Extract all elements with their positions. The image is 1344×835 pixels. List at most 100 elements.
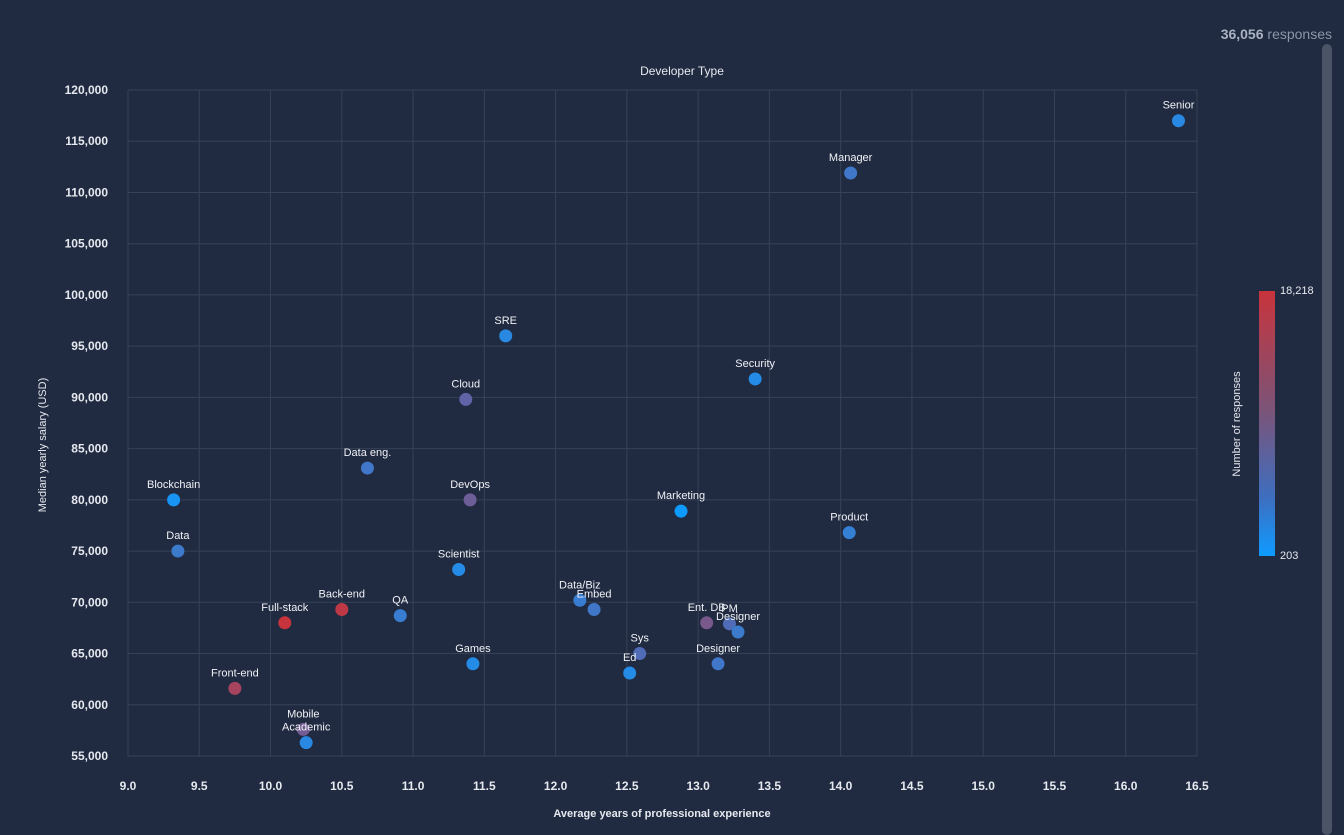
data-label: SRE — [494, 315, 517, 327]
data-point[interactable] — [842, 526, 856, 540]
y-tick-label: 115,000 — [65, 134, 108, 148]
data-label: Sys — [631, 633, 650, 645]
y-tick-label: 90,000 — [71, 390, 108, 404]
x-tick-label: 14.0 — [829, 779, 853, 793]
data-label: Front-end — [211, 667, 259, 679]
data-label: Cloud — [451, 378, 480, 390]
data-label: Marketing — [657, 490, 705, 502]
data-point[interactable] — [171, 544, 185, 558]
x-tick-label: 11.5 — [473, 779, 496, 793]
x-tick-label: 14.5 — [900, 779, 924, 793]
scrollbar[interactable] — [1322, 44, 1332, 835]
data-label: Ed — [623, 652, 636, 664]
data-label: Back-end — [319, 588, 365, 600]
x-tick-label: 10.5 — [330, 779, 354, 793]
data-label: Full-stack — [261, 602, 309, 614]
data-label: Data — [166, 530, 190, 542]
x-tick-label: 15.5 — [1043, 779, 1067, 793]
response-count-value: 36,056 — [1220, 26, 1264, 42]
y-tick-label: 120,000 — [65, 83, 109, 97]
data-points — [167, 114, 1185, 750]
data-label: Games — [455, 643, 491, 655]
y-axis-label: Median yearly salary (USD) — [37, 378, 49, 512]
data-point[interactable] — [499, 329, 513, 343]
data-point[interactable] — [167, 493, 181, 507]
data-label: Designer — [696, 643, 740, 655]
data-point[interactable] — [463, 493, 477, 507]
data-label: Data eng. — [344, 447, 392, 459]
x-tick-labels: 9.0 9.5 10.0 10.5 11.0 11.5 12.0 12.5 13.0 13.5 14… — [120, 779, 1209, 793]
legend-title: Number of responses — [1231, 371, 1243, 477]
x-tick-label: 16.0 — [1114, 779, 1138, 793]
x-tick-label: 12.0 — [544, 779, 568, 793]
x-tick-label: 15.0 — [972, 779, 996, 793]
legend-max-label: 18,218 — [1280, 285, 1314, 297]
data-label: PM — [721, 603, 738, 615]
y-tick-label: 80,000 — [71, 493, 108, 507]
y-tick-label: 85,000 — [71, 442, 108, 456]
data-point[interactable] — [722, 617, 736, 631]
data-label: Ent. DB — [688, 602, 726, 614]
data-point[interactable] — [674, 504, 688, 518]
data-label: Academic — [282, 722, 331, 734]
data-point[interactable] — [731, 625, 745, 639]
data-label: Manager — [829, 152, 873, 164]
data-point[interactable] — [1171, 114, 1185, 128]
data-point[interactable] — [587, 602, 601, 616]
x-tick-label: 10.0 — [259, 779, 283, 793]
data-label: Blockchain — [147, 479, 200, 491]
x-tick-label: 9.5 — [191, 779, 208, 793]
data-point[interactable] — [748, 372, 762, 386]
y-tick-label: 100,000 — [65, 288, 109, 302]
legend-min-label: 203 — [1280, 550, 1299, 562]
data-label: Product — [830, 512, 868, 524]
grid-lines — [127, 89, 1198, 757]
data-point[interactable] — [700, 616, 714, 630]
response-count: 36,056 responses — [1221, 26, 1332, 42]
data-point[interactable] — [278, 616, 292, 630]
y-tick-label: 55,000 — [71, 749, 108, 763]
data-point[interactable] — [844, 166, 858, 180]
data-label: Senior — [1163, 100, 1195, 112]
x-tick-label: 13.0 — [686, 779, 710, 793]
y-tick-labels: 55,000 60,000 65,000 70,000 75,000 80,000 85,0… — [65, 83, 109, 763]
chart-title: Developer Type — [640, 64, 724, 78]
color-scale-legend — [1259, 291, 1275, 556]
data-point[interactable] — [228, 681, 242, 695]
y-tick-label: 110,000 — [65, 185, 108, 199]
y-tick-label: 70,000 — [71, 595, 108, 609]
x-tick-label: 9.0 — [120, 779, 137, 793]
data-point[interactable] — [573, 593, 587, 607]
data-point[interactable] — [360, 461, 374, 475]
data-point[interactable] — [459, 392, 473, 406]
data-point[interactable] — [393, 609, 407, 623]
data-label: Mobile — [287, 708, 319, 720]
data-point[interactable] — [633, 647, 647, 661]
data-label: Embed — [577, 588, 612, 600]
data-point[interactable] — [335, 602, 349, 616]
data-point[interactable] — [711, 657, 725, 671]
data-label: Scientist — [438, 549, 480, 561]
data-label: Data/Biz — [559, 579, 601, 591]
y-tick-label: 75,000 — [71, 544, 108, 558]
response-count-unit: responses — [1267, 26, 1332, 42]
data-label: Security — [735, 358, 775, 370]
data-label: Designer — [716, 611, 760, 623]
data-point[interactable] — [299, 736, 313, 750]
x-tick-label: 13.5 — [758, 779, 782, 793]
y-tick-label: 65,000 — [71, 647, 108, 661]
data-label: DevOps — [450, 479, 490, 491]
y-tick-label: 95,000 — [71, 339, 108, 353]
x-tick-label: 11.0 — [402, 779, 425, 793]
data-point[interactable] — [623, 666, 637, 680]
x-axis-label: Average years of professional experience — [553, 808, 770, 820]
data-point[interactable] — [466, 657, 480, 671]
data-point[interactable] — [296, 722, 310, 736]
y-tick-label: 60,000 — [71, 698, 108, 712]
data-label: QA — [392, 595, 409, 607]
x-tick-label: 12.5 — [615, 779, 639, 793]
data-point[interactable] — [452, 563, 466, 577]
data-labels: Senior Manager SRE Security Cloud Data eng. Bl… — [147, 100, 1195, 734]
y-tick-label: 105,000 — [65, 237, 109, 251]
